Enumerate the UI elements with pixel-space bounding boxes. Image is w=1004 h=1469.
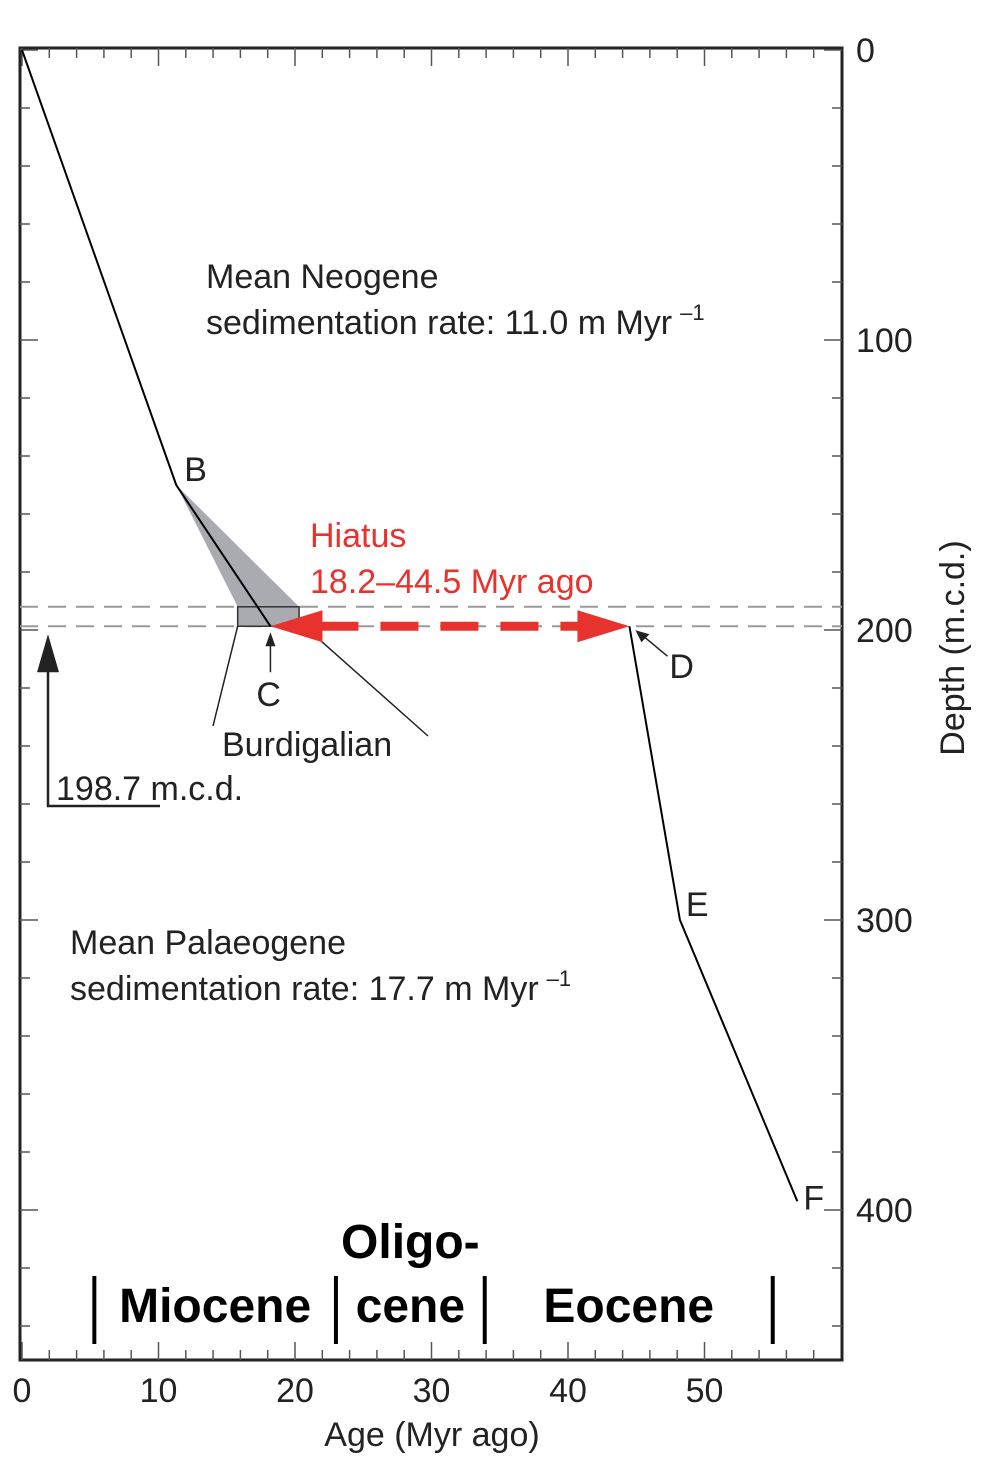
- hiatus-arrowhead-right: [577, 610, 630, 643]
- neogene-rate-exponent: –1: [680, 300, 704, 325]
- hiatus-arrowhead-left: [270, 610, 323, 643]
- axis-ticks: 0 10 20 30 40 50 0 100 200 300 400: [13, 32, 913, 1410]
- point-label-b: B: [184, 451, 207, 489]
- d-pointer-line: [642, 635, 668, 657]
- depth-marker-arrow-head: [37, 634, 59, 673]
- y-tick-label: 200: [856, 612, 913, 650]
- burdigalian-leader-right: [308, 629, 429, 737]
- x-tick-label: 20: [276, 1372, 314, 1410]
- x-tick-label: 10: [140, 1372, 178, 1410]
- burdigalian-box: [236, 606, 300, 627]
- burdigalian-label: Burdigalian: [222, 726, 392, 764]
- epoch-label-miocene: Miocene: [119, 1280, 311, 1333]
- depth-marker-label: 198.7 m.c.d.: [56, 770, 243, 808]
- depth-marker-arrow-line: [46, 656, 160, 808]
- y-tick-label: 0: [856, 32, 875, 70]
- palaeogene-annotation-line2: sedimentation rate: 17.7 m Myr –1: [70, 966, 571, 1008]
- x-axis-title: Age (Myr ago): [324, 1416, 539, 1454]
- hiatus-range-label: 18.2–44.5 Myr ago: [310, 563, 594, 601]
- y-axis-title: Depth (m.c.d.): [934, 540, 972, 755]
- reference-lines: [20, 605, 842, 628]
- point-label-c: C: [256, 676, 281, 714]
- epoch-label-oligocene-line2: cene: [356, 1280, 465, 1333]
- point-label-d: D: [669, 648, 694, 686]
- x-tick-label: 40: [549, 1372, 587, 1410]
- x-tick-label: 50: [686, 1372, 724, 1410]
- palaeogene-rate-text: sedimentation rate: 17.7 m Myr: [70, 970, 539, 1008]
- x-tick-label: 0: [13, 1372, 32, 1410]
- palaeogene-annotation-line1: Mean Palaeogene: [70, 924, 346, 962]
- point-labels-layer: B C D E F: [37, 451, 824, 1217]
- hiatus-arrow-layer: [270, 610, 630, 643]
- series-line: [628, 626, 799, 1202]
- epoch-label-eocene: Eocene: [543, 1280, 714, 1333]
- plot-frame: [18, 46, 844, 1362]
- y-tick-label: 100: [856, 322, 913, 360]
- point-label-f: F: [803, 1179, 824, 1217]
- palaeogene-rate-exponent: –1: [547, 966, 571, 991]
- series-layer: [21, 49, 799, 1202]
- uncertainty-wedge-layer: [176, 485, 429, 737]
- x-tick-label: 30: [413, 1372, 451, 1410]
- point-label-e: E: [686, 886, 709, 924]
- neogene-rate-text: sedimentation rate: 11.0 m Myr: [206, 304, 672, 342]
- burdigalian-leader-left: [212, 626, 239, 727]
- hiatus-title: Hiatus: [310, 517, 406, 555]
- epoch-label-oligocene-line1: Oligo-: [341, 1216, 480, 1269]
- y-tick-label: 400: [856, 1192, 913, 1230]
- epoch-bar-layer: Miocene Oligo-cene Eocene: [92, 1216, 775, 1344]
- d-pointer-head: [635, 630, 650, 643]
- neogene-annotation-line1: Mean Neogene: [206, 258, 439, 296]
- neogene-annotation-line2: sedimentation rate: 11.0 m Myr –1: [206, 300, 705, 342]
- c-pointer-head: [265, 632, 276, 647]
- y-tick-label: 300: [856, 902, 913, 940]
- uncertainty-wedge: [176, 485, 300, 627]
